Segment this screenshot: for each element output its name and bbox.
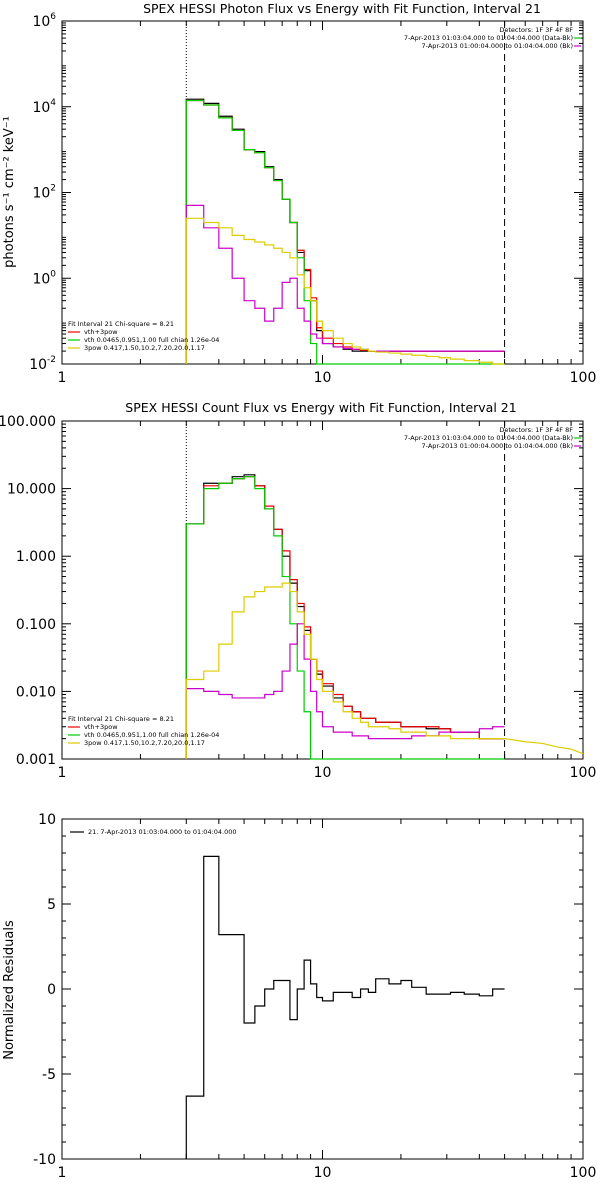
legend-label: 3pow 0.417,1.50,10.2,7.20,20.0,1.17 (84, 739, 205, 747)
legend-label: 7-Apr-2013 01:03:04.000 to 01:04:04.000 … (404, 434, 573, 442)
legend-label: Detectors: 1F 3F 4F 8F (499, 426, 573, 434)
y-tick-label: 10.000 (7, 482, 56, 498)
data-series-line (185, 204, 505, 364)
data-series-tail (504, 738, 584, 755)
y-axis-label: photons s⁻¹ cm⁻² keV⁻¹ (2, 116, 17, 268)
legend-label: vth+3pow (84, 328, 118, 336)
legend-label: 7-Apr-2013 01:03:04.000 to 01:04:04.000 … (404, 34, 573, 42)
y-tick-label: 5 (47, 897, 56, 913)
x-tick-label: 10 (314, 765, 332, 781)
y-tick-label: 10-2 (29, 355, 56, 373)
legend-label: 21. 7-Apr-2013 01:03:04.000 to 01:04:04.… (88, 828, 237, 836)
legend-label: 3pow 0.417,1.50,10.2,7.20,20.0,1.17 (84, 344, 205, 352)
y-tick-label: 0.100 (16, 617, 56, 633)
x-tick-label: 10 (314, 1165, 332, 1181)
y-tick-label: 0.010 (16, 684, 56, 700)
y-tick-label: -5 (42, 1067, 56, 1083)
plot-frame (61, 818, 584, 1160)
x-tick-label: 1 (58, 370, 67, 386)
x-tick-label: 100 (570, 765, 597, 781)
data-series-line (185, 99, 505, 365)
legend-label: vth+3pow (84, 723, 118, 731)
data-series-line (185, 582, 505, 759)
count-flux-panel: SPEX HESSI Count Flux vs Energy with Fit… (0, 400, 596, 781)
y-tick-label: 0.001 (16, 752, 56, 768)
photon-flux-panel: SPEX HESSI Photon Flux vs Energy with Fi… (2, 1, 596, 386)
y-tick-label: 100.000 (0, 414, 56, 430)
legend-label: 7-Apr-2013 01:00:04.000 to 01:04:04.000 … (422, 442, 573, 450)
data-series-line (185, 217, 505, 365)
y-tick-label: 104 (32, 98, 56, 116)
y-tick-label: 100 (32, 269, 56, 287)
y-tick-label: 106 (32, 12, 56, 30)
residuals-panel: 1 10 100 10 5 0 -5 -10 21. 7-Apr-2013 01:03:04.… (2, 812, 596, 1181)
data-series-line (185, 474, 505, 759)
x-tick-label: 100 (570, 1165, 597, 1181)
x-tick-label: 100 (570, 370, 597, 386)
legend-label: Detectors: 1F 3F 4F 8F (499, 26, 573, 34)
x-tick-label: 1 (58, 1165, 67, 1181)
chart-title: SPEX HESSI Count Flux vs Energy with Fit… (125, 400, 516, 415)
legend-label: vth 0.0465,0.951,1.00 full chian 1.26e-0… (84, 731, 219, 739)
data-series-line (185, 855, 505, 1159)
y-tick-label: 1.000 (16, 549, 56, 565)
data-series-line (185, 98, 505, 364)
legend-label: vth 0.0465,0.951,1.00 full chian 1.26e-0… (84, 336, 219, 344)
y-tick-label: 0 (47, 982, 56, 998)
x-tick-label: 1 (58, 765, 67, 781)
data-series-line (185, 476, 505, 760)
x-tick-label: 10 (314, 370, 332, 386)
legend-label: Fit Interval 21 Chi-square = 8.21 (68, 715, 174, 723)
chart-title: SPEX HESSI Photon Flux vs Energy with Fi… (143, 1, 541, 16)
y-axis-label: Normalized Residuals (2, 920, 17, 1060)
data-series-line (185, 476, 505, 759)
legend-label: 7-Apr-2013 01:00:04.000 to 01:04:04.000 … (422, 42, 573, 50)
y-tick-label: -10 (33, 1152, 56, 1168)
y-tick-label: 10 (38, 812, 56, 828)
data-series-line (185, 99, 505, 364)
y-tick-label: 102 (32, 184, 56, 202)
legend-label: Fit Interval 21 Chi-square = 8.21 (68, 320, 174, 328)
